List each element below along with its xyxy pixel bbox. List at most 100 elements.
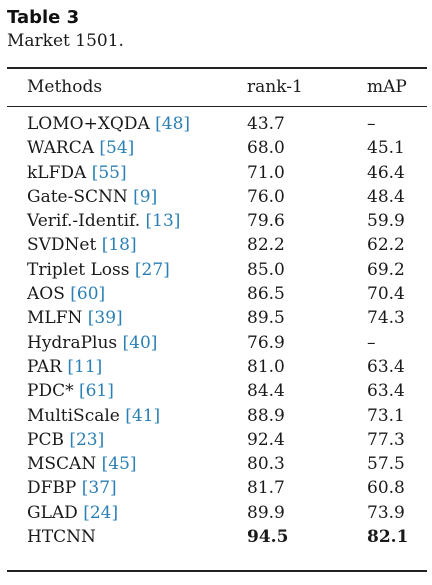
rank-1-cell: 88.9: [247, 405, 285, 426]
citation-link[interactable]: [40]: [122, 332, 158, 353]
citation-link[interactable]: [39]: [87, 308, 123, 329]
rank-1-cell: 84.4: [247, 381, 285, 402]
map-cell: 45.1: [367, 138, 405, 159]
method-cell: Verif.-Identif. [13]: [27, 209, 180, 233]
rank-1-cell: 86.5: [247, 284, 285, 305]
rank-1-cell: 92.4: [247, 429, 285, 450]
method-cell: MultiScale [41]: [27, 404, 160, 428]
rank-1-cell: 81.7: [247, 478, 285, 499]
table-row: PAR [11] 81.0 63.4: [7, 355, 427, 379]
rank-1-cell: 85.0: [247, 259, 285, 280]
map-cell: 63.4: [367, 381, 405, 402]
rank-1-cell: 89.9: [247, 502, 285, 523]
citation-link[interactable]: [18]: [101, 235, 137, 256]
method-cell: MSCAN [45]: [27, 452, 137, 476]
rank-1-cell: 89.5: [247, 308, 285, 329]
table-caption: Table 3 Market 1501.: [7, 0, 427, 52]
map-cell: 62.2: [367, 235, 405, 256]
rank-1-cell: 68.0: [247, 138, 285, 159]
map-cell: 60.8: [367, 478, 405, 499]
method-name: MultiScale: [27, 405, 120, 426]
map-cell: 82.1: [367, 527, 409, 548]
table-row: LOMO+XQDA [48] 43.7 –: [7, 112, 427, 136]
rank-1-cell: 76.9: [247, 332, 285, 353]
table-row: MultiScale [41] 88.9 73.1: [7, 404, 427, 428]
map-cell: 73.1: [367, 405, 405, 426]
method-cell: WARCA [54]: [27, 136, 134, 160]
citation-link[interactable]: [37]: [81, 478, 117, 499]
method-cell: HydraPlus [40]: [27, 331, 157, 355]
rank-1-cell: 76.0: [247, 186, 285, 207]
citation-link[interactable]: [55]: [91, 162, 127, 183]
bottom-rule: [7, 570, 427, 572]
method-name: HydraPlus: [27, 332, 118, 353]
method-cell: kLFDA [55]: [27, 161, 127, 185]
table-body: LOMO+XQDA [48] 43.7– WARCA [54] 68.0 45.1 kLF…: [0, 112, 432, 549]
citation-link[interactable]: [60]: [70, 284, 106, 305]
map-cell: 73.9: [367, 502, 405, 523]
rank-1-cell: 82.2: [247, 235, 285, 256]
citation-link[interactable]: [11]: [67, 356, 103, 377]
table-row: MSCAN [45] 80.3 57.5: [7, 452, 427, 476]
rank-1-cell: 81.0: [247, 356, 285, 377]
method-name: PDC*: [27, 381, 74, 402]
table-title: Market 1501.: [7, 31, 124, 51]
table-row: Gate-SCNN [9] 76.0 48.4: [7, 185, 427, 209]
header-rule: [7, 106, 427, 107]
table-row: SVDNet [18] 82.2 62.2: [7, 233, 427, 257]
method-cell: Gate-SCNN [9]: [27, 185, 157, 209]
map-cell: 59.9: [367, 211, 405, 232]
map-cell: 63.4: [367, 356, 405, 377]
citation-link[interactable]: [27]: [134, 259, 170, 280]
method-name: Triplet Loss: [27, 259, 130, 280]
method-name: PCB: [27, 429, 64, 450]
method-name: MLFN: [27, 308, 83, 329]
rank-1-cell: 79.6: [247, 211, 285, 232]
table-header-row: Methods rank-1 mAP: [7, 74, 427, 100]
method-cell: PAR [11]: [27, 355, 102, 379]
rank-1-cell: 71.0: [247, 162, 285, 183]
top-rule: [7, 67, 427, 69]
citation-link[interactable]: [54]: [99, 138, 135, 159]
citation-link[interactable]: [45]: [101, 454, 137, 475]
table-row: MLFN [39] 89.5 74.3: [7, 306, 427, 330]
citation-link[interactable]: [24]: [83, 502, 119, 523]
map-cell: –: [367, 332, 376, 353]
map-cell: 46.4: [367, 162, 405, 183]
method-cell: MLFN [39]: [27, 306, 123, 330]
table-row: DFBP [37] 81.7 60.8: [7, 476, 427, 500]
table-row: PDC* [61] 84.4 63.4: [7, 379, 427, 403]
citation-link[interactable]: [61]: [78, 381, 114, 402]
citation-link[interactable]: [48]: [155, 114, 191, 134]
method-name: WARCA: [27, 138, 94, 159]
method-cell: GLAD [24]: [27, 501, 118, 525]
map-cell: 74.3: [367, 308, 405, 329]
citation-link[interactable]: [9]: [133, 186, 158, 207]
method-name: GLAD: [27, 502, 78, 523]
map-cell: –: [367, 114, 376, 134]
header-map: mAP: [367, 77, 407, 97]
method-cell: SVDNet [18]: [27, 233, 137, 257]
method-name: MSCAN: [27, 454, 97, 475]
method-cell: LOMO+XQDA [48]: [27, 112, 190, 136]
method-name: SVDNet: [27, 235, 97, 256]
map-cell: 48.4: [367, 186, 405, 207]
table-label: Table 3: [7, 7, 80, 28]
map-cell: 70.4: [367, 284, 405, 305]
table-row: Verif.-Identif. [13] 79.6 59.9: [7, 209, 427, 233]
map-cell: 57.5: [367, 454, 405, 475]
table-row: kLFDA [55] 71.0 46.4: [7, 161, 427, 185]
header-rank-1: rank-1: [247, 77, 303, 97]
citation-link[interactable]: [41]: [125, 405, 161, 426]
method-name: HTCNN: [27, 527, 96, 548]
method-cell: PCB [23]: [27, 428, 104, 452]
table-row: GLAD [24] 89.9 73.9: [7, 501, 427, 525]
citation-link[interactable]: [13]: [145, 211, 181, 232]
citation-link[interactable]: [23]: [69, 429, 105, 450]
table-row: WARCA [54] 68.0 45.1: [7, 136, 427, 160]
table-row: Triplet Loss [27] 85.0 69.2: [7, 258, 427, 282]
method-name: AOS: [27, 284, 65, 305]
method-cell: AOS [60]: [27, 282, 105, 306]
method-name: LOMO+XQDA: [27, 114, 150, 134]
rank-1-cell: 80.3: [247, 454, 285, 475]
